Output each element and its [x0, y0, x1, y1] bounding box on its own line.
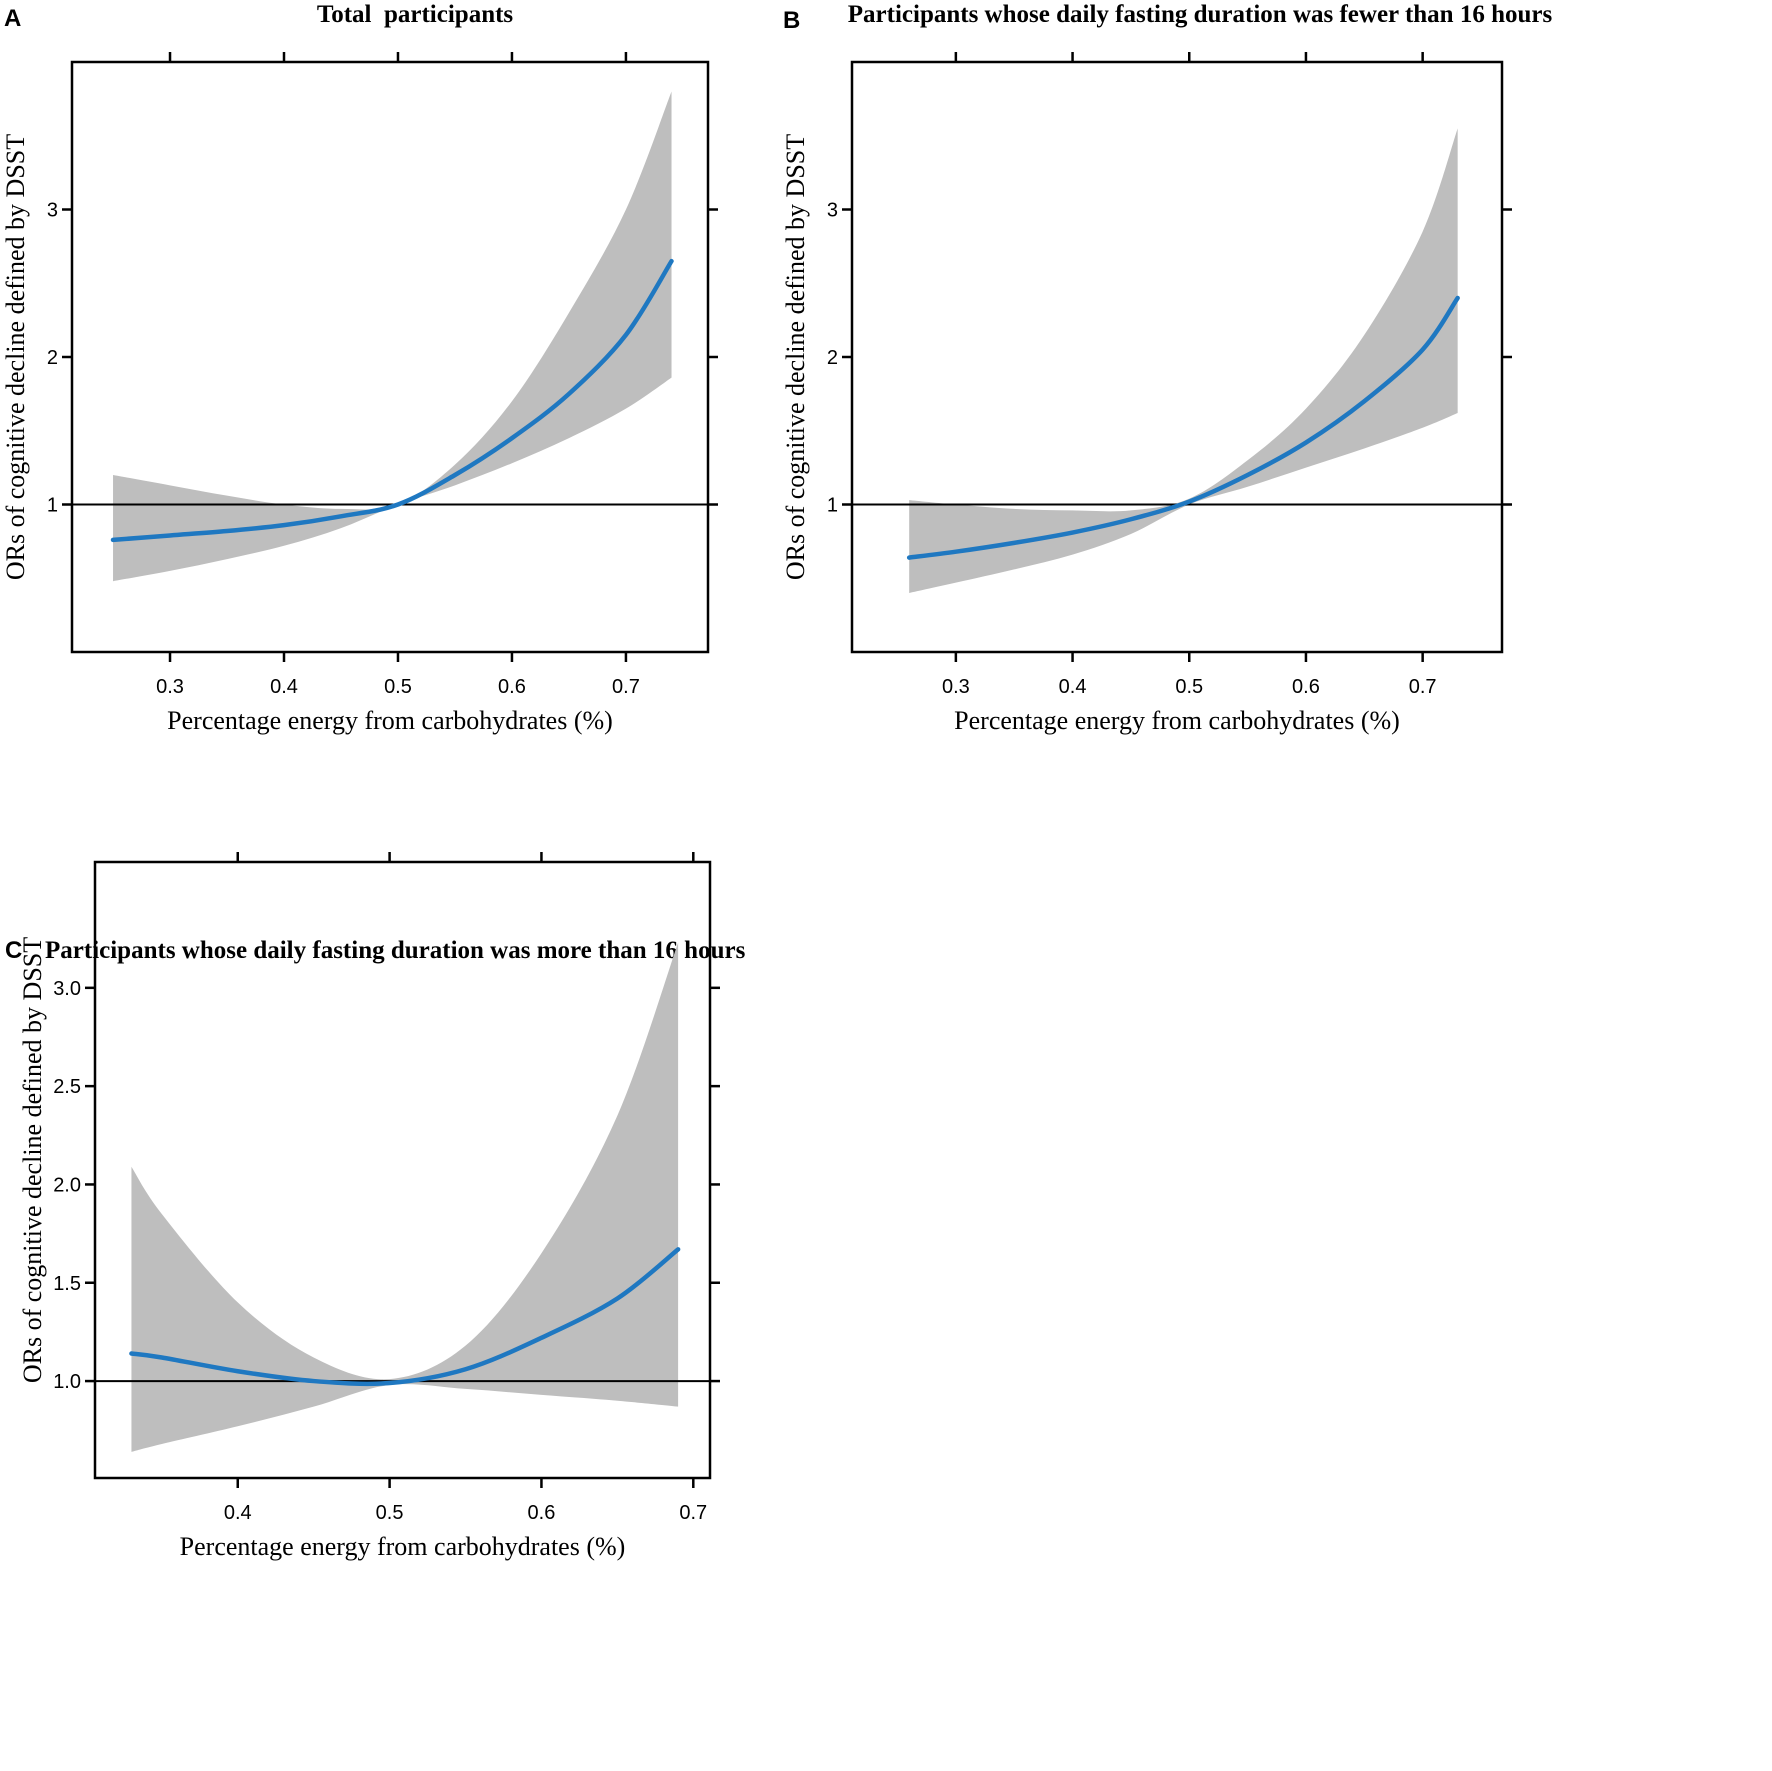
y-axis-label: ORs of cognitive decline defined by DSST: [1, 134, 30, 580]
plot-frame: [93, 860, 712, 1480]
y-tick-label: 1.5: [53, 1273, 81, 1295]
panel-title: Participants whose daily fasting duratio…: [848, 1, 1553, 28]
panel-title: Total participants: [317, 1, 514, 28]
y-tick-label: 3.0: [53, 978, 81, 1000]
y-tick-label: 2: [827, 347, 838, 369]
or-curve: [129, 1247, 681, 1387]
confidence-band: [909, 128, 1458, 593]
x-tick-label: 0.5: [384, 676, 412, 698]
y-tick-label: 3: [827, 200, 838, 222]
or-curve: [110, 258, 674, 543]
confidence-band: [131, 942, 679, 1452]
x-tick-label: 0.6: [528, 1502, 556, 1524]
y-tick-label: 2.5: [53, 1076, 81, 1098]
y-axis-label: ORs of cognitive decline defined by DSST: [18, 937, 47, 1383]
x-tick-label: 0.4: [270, 676, 298, 698]
x-tick-label: 0.6: [498, 676, 526, 698]
y-tick-label: 2: [47, 347, 58, 369]
x-axis-label: Percentage energy from carbohydrates (%): [954, 706, 1400, 735]
panel-b: B Participants whose daily fasting durati…: [781, 1, 1552, 735]
y-tick-label: 3: [47, 200, 58, 222]
panel-a: A Total participants 0.3 0.4 0.5 0.6 0.7 1 2 3 Per…: [1, 1, 718, 735]
panel-c: C Participants whose daily fasting durati…: [5, 852, 746, 1561]
x-tick-label: 0.5: [1175, 676, 1203, 698]
x-tick-label: 0.7: [612, 676, 640, 698]
x-tick-label: 0.7: [679, 1502, 707, 1524]
y-tick-label: 1: [47, 495, 58, 517]
x-tick-label: 0.4: [1059, 676, 1087, 698]
y-tick-label: 1.0: [53, 1371, 81, 1393]
x-tick-label: 0.3: [156, 676, 184, 698]
panel-title: Participants whose daily fasting duratio…: [45, 937, 746, 964]
x-tick-label: 0.4: [224, 1502, 252, 1524]
x-tick-label: 0.6: [1292, 676, 1320, 698]
x-axis-label: Percentage energy from carbohydrates (%): [167, 706, 613, 735]
x-tick-label: 0.3: [942, 676, 970, 698]
panel-letter: C: [5, 937, 22, 964]
or-curve: [906, 295, 1460, 560]
x-tick-label: 0.5: [376, 1502, 404, 1524]
x-axis-label: Percentage energy from carbohydrates (%): [180, 1532, 626, 1561]
y-axis-label: ORs of cognitive decline defined by DSST: [781, 134, 810, 580]
y-tick-label: 1: [827, 495, 838, 517]
panel-letter: B: [783, 7, 800, 34]
confidence-band: [113, 91, 672, 582]
y-tick-label: 2.0: [53, 1174, 81, 1196]
panel-letter: A: [4, 5, 21, 32]
x-tick-label: 0.7: [1409, 676, 1437, 698]
